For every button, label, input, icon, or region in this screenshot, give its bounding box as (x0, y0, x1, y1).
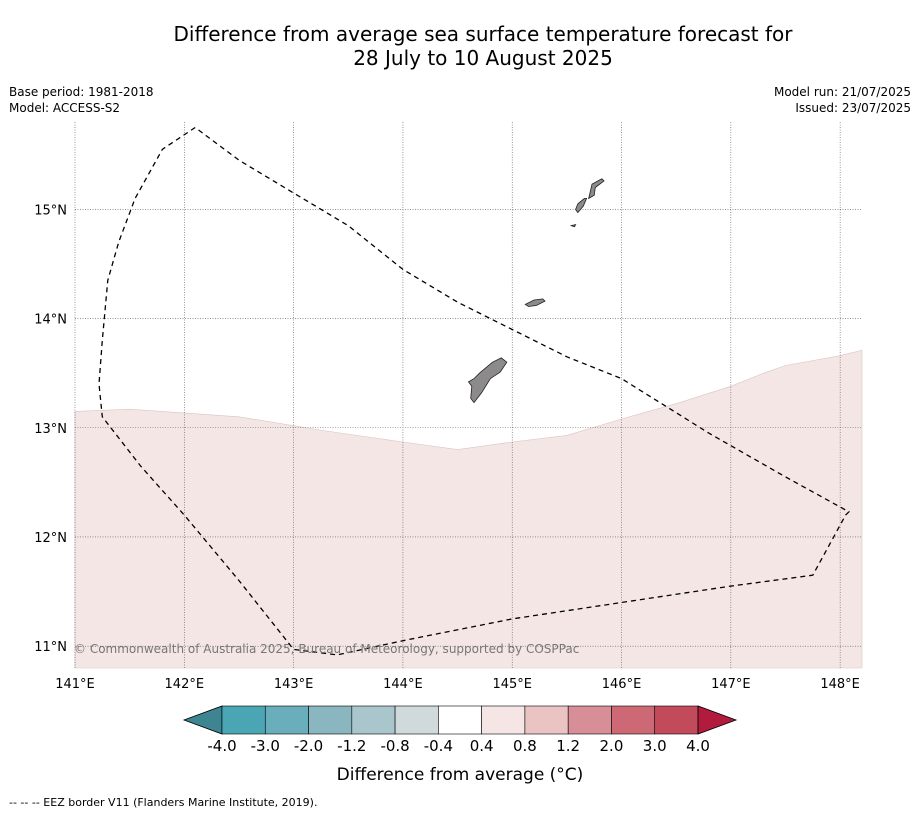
lon-tick-label: 146°E (602, 677, 642, 692)
colorbar-tick-label: -2.0 (294, 737, 323, 755)
lat-tick-label: 11°N (34, 640, 67, 655)
colorbar-label: Difference from average (°C) (337, 765, 584, 785)
land-layer (467, 178, 605, 404)
colorbar-tick-label: 1.2 (556, 737, 580, 755)
colorbar-swatch (394, 705, 439, 735)
meta-left: Base period: 1981-2018 Model: ACCESS-S2 (9, 84, 154, 116)
lat-tick-label: 14°N (34, 313, 67, 328)
graticule (74, 122, 862, 668)
title-line-1: Difference from average sea surface temp… (173, 22, 793, 46)
colorbar-tick-label: 0.8 (513, 737, 537, 755)
colorbar-swatch (481, 705, 526, 735)
lat-tick-label: 15°N (34, 203, 67, 218)
colorbar-low-extend (182, 705, 223, 735)
lon-tick-label: 145°E (492, 677, 532, 692)
colorbar-swatch (438, 705, 482, 735)
island-rota (524, 298, 546, 307)
base-period: Base period: 1981-2018 (9, 85, 154, 99)
lat-tick-label: 12°N (34, 531, 67, 546)
anomaly-layer (74, 349, 863, 669)
colorbar-tick-label: -1.2 (337, 737, 366, 755)
lon-tick-label: 144°E (383, 677, 423, 692)
island-tinian (575, 197, 588, 214)
colorbar-swatch (611, 705, 656, 735)
model-run: Model run: 21/07/2025 (773, 85, 911, 99)
colorbar-tick-label: 3.0 (643, 737, 667, 755)
colorbar-tick-label: 2.0 (600, 737, 624, 755)
colorbar-swatch (221, 705, 266, 735)
map-title: Difference from average sea surface temp… (0, 22, 919, 70)
footer-legend: -- -- -- EEZ border V11 (Flanders Marine… (9, 796, 318, 809)
lon-tick-label: 143°E (274, 677, 314, 692)
colorbar-tick-label: 4.0 (686, 737, 710, 755)
colorbar-tick-label: -0.8 (380, 737, 409, 755)
tick-labels: 141°E 142°E 143°E 144°E 145°E 146°E 147°E 148°E… (34, 203, 860, 692)
colorbar-swatch (524, 705, 569, 735)
island-saipan (588, 178, 605, 200)
lon-tick-label: 142°E (165, 677, 205, 692)
lat-tick-label: 13°N (34, 422, 67, 437)
colorbar: -4.0 -3.0 -2.0 -1.2 -0.8 -0.4 0.4 0.8 1.2 2.0 3.0 4… (182, 705, 738, 755)
anomaly-region (74, 349, 863, 669)
colorbar-swatch (351, 705, 396, 735)
island-aguijan (569, 224, 577, 228)
island-guam (467, 357, 508, 404)
colorbar-swatch (567, 705, 612, 735)
lon-tick-label: 148°E (820, 677, 860, 692)
lon-tick-label: 147°E (711, 677, 751, 692)
colorbar-tick-label: -3.0 (251, 737, 280, 755)
colorbar-swatch (308, 705, 353, 735)
colorbar-tick-label: -4.0 (207, 737, 236, 755)
colorbar-swatch (264, 705, 309, 735)
attribution-text: © Commonwealth of Australia 2025, Bureau… (74, 642, 579, 656)
issued-date: Issued: 23/07/2025 (795, 101, 911, 115)
model-name: Model: ACCESS-S2 (9, 101, 121, 115)
colorbar-swatch (654, 705, 699, 735)
title-line-2: 28 July to 10 August 2025 (353, 46, 613, 70)
meta-right: Model run: 21/07/2025 Issued: 23/07/2025 (774, 84, 911, 116)
colorbar-tick-label: -0.4 (424, 737, 453, 755)
colorbar-tick-label: 0.4 (470, 737, 494, 755)
lon-tick-label: 141°E (55, 677, 95, 692)
colorbar-high-extend (697, 705, 738, 735)
